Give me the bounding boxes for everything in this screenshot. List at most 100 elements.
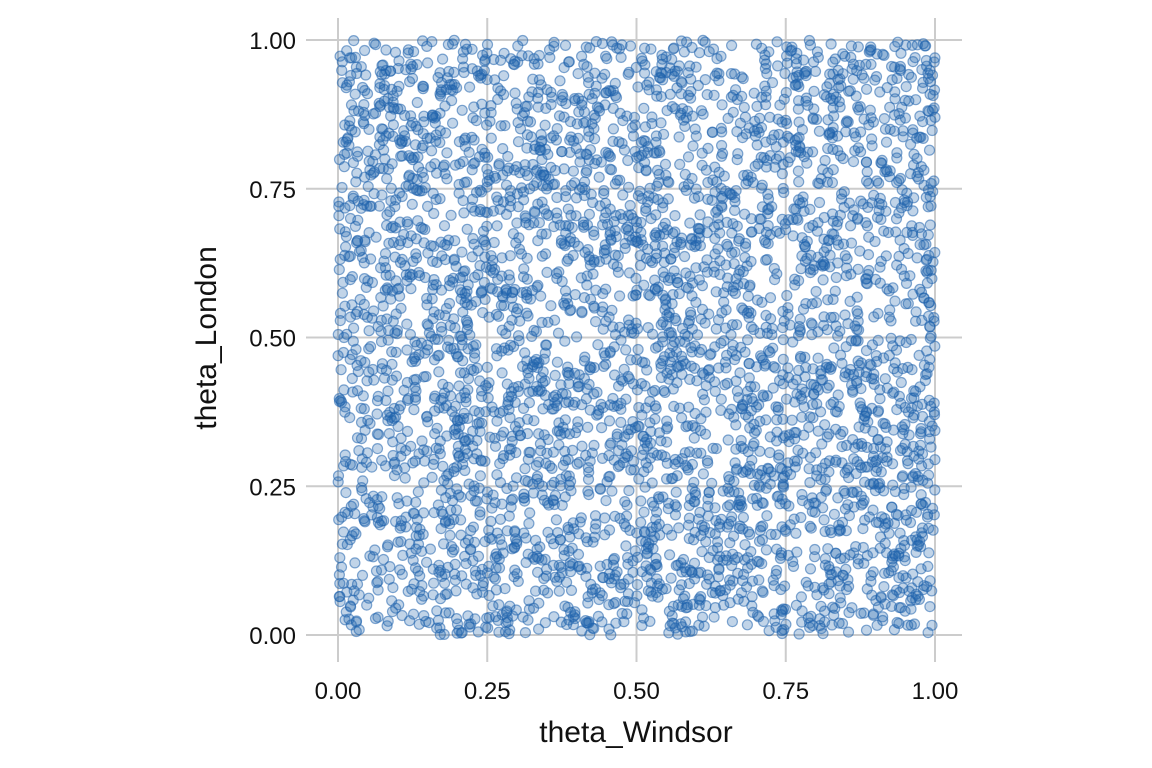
scatter-point	[440, 302, 453, 315]
scatter-point	[350, 308, 362, 320]
scatter-point	[652, 281, 664, 293]
scatter-point	[755, 151, 767, 163]
scatter-point	[600, 283, 612, 295]
scatter-point	[693, 599, 705, 611]
scatter-point	[832, 239, 845, 251]
scatter-point	[512, 40, 524, 52]
x-tick-label: 0.75	[762, 678, 809, 705]
scatter-point	[754, 350, 767, 362]
scatter-point	[334, 253, 346, 265]
scatter-point	[492, 93, 504, 106]
scatter-point	[682, 178, 695, 190]
scatter-point	[718, 287, 730, 299]
scatter-point	[554, 75, 566, 87]
scatter-point	[478, 64, 490, 77]
scatter-point	[350, 616, 362, 628]
scatter-point	[431, 167, 443, 179]
scatter-point	[702, 176, 714, 189]
scatter-point	[332, 350, 344, 362]
scatter-point	[492, 273, 504, 285]
scatter-point	[412, 215, 424, 227]
scatter-point	[338, 384, 350, 396]
scatter-point	[536, 153, 548, 166]
scatter-point	[862, 268, 874, 281]
scatter-point	[341, 133, 353, 145]
scatter-point	[621, 499, 633, 511]
scatter-point	[916, 82, 929, 94]
scatter-point	[347, 190, 359, 202]
scatter-point	[582, 77, 595, 89]
scatter-point	[599, 529, 611, 541]
scatter-point	[727, 106, 739, 118]
scatter-point	[448, 544, 460, 556]
scatter-point	[877, 417, 889, 429]
scatter-point	[360, 456, 372, 468]
scatter-point	[547, 179, 559, 191]
scatter-point	[908, 618, 921, 630]
scatter-point	[895, 47, 907, 59]
scatter-point	[481, 220, 493, 232]
scatter-point	[374, 131, 386, 143]
scatter-point	[842, 626, 855, 638]
scatter-point	[905, 603, 917, 615]
scatter-point	[922, 560, 934, 573]
scatter-point	[522, 548, 534, 560]
scatter-point	[761, 67, 773, 80]
scatter-point	[904, 270, 916, 282]
scatter-point	[449, 411, 461, 423]
scatter-point	[638, 506, 650, 518]
scatter-point	[727, 218, 739, 230]
scatter-point	[760, 321, 772, 333]
scatter-point	[545, 300, 557, 312]
scatter-point	[716, 126, 728, 138]
scatter-point	[744, 460, 756, 472]
scatter-point	[645, 577, 658, 589]
scatter-point	[358, 106, 370, 118]
scatter-point	[682, 401, 695, 413]
scatter-point	[392, 420, 404, 433]
scatter-point	[536, 166, 549, 178]
scatter-point	[650, 558, 663, 570]
scatter-point	[659, 451, 671, 463]
scatter-point	[512, 136, 525, 148]
scatter-point	[733, 235, 745, 247]
scatter-point	[597, 323, 609, 335]
scatter-point	[694, 209, 706, 221]
scatter-point	[859, 422, 871, 434]
scatter-point	[922, 72, 935, 85]
scatter-point	[599, 50, 612, 62]
scatter-point	[437, 378, 449, 390]
scatter-point	[336, 181, 348, 194]
scatter-point	[768, 579, 780, 592]
scatter-point	[574, 156, 586, 168]
scatter-point	[638, 102, 650, 114]
scatter-point	[576, 305, 588, 318]
scatter-point	[418, 444, 430, 456]
scatter-point	[871, 211, 884, 223]
scatter-point	[916, 410, 929, 423]
scatter-point	[334, 552, 346, 564]
scatter-point	[913, 349, 925, 361]
scatter-point	[757, 389, 769, 401]
scatter-point	[897, 363, 909, 375]
scatter-point	[736, 500, 748, 512]
scatter-point	[639, 59, 651, 71]
scatter-point	[884, 304, 896, 316]
scatter-point	[852, 355, 864, 367]
scatter-point	[709, 385, 721, 397]
scatter-point	[631, 578, 644, 591]
scatter-point	[768, 274, 781, 286]
scatter-point	[891, 176, 903, 189]
scatter-point	[386, 374, 398, 386]
scatter-point	[839, 50, 851, 62]
scatter-point	[558, 297, 570, 309]
scatter-point	[523, 219, 535, 231]
scatter-point	[770, 621, 782, 633]
scatter-point	[665, 572, 677, 584]
scatter-point	[493, 626, 505, 638]
scatter-point	[684, 373, 696, 385]
scatter-point	[390, 194, 402, 206]
scatter-point	[737, 568, 750, 581]
scatter-point	[559, 600, 571, 612]
scatter-point	[397, 549, 409, 562]
